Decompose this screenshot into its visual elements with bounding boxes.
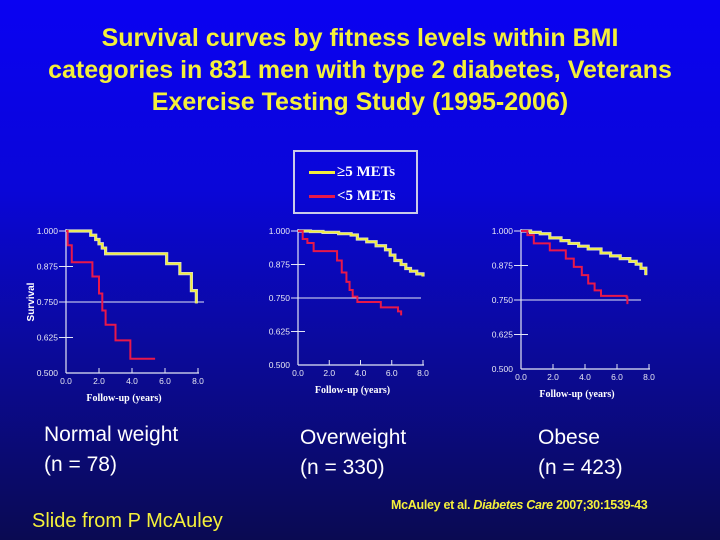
y-tick-label: 0.750 xyxy=(492,295,514,305)
chart-overweight: 0.500 0.625 0.750 0.875 1.000 0.0 2.0 4.0 6.0 8.0… xyxy=(269,226,429,396)
group-name: Overweight xyxy=(300,426,407,449)
series-line-unfit xyxy=(521,230,629,305)
x-axis-title: Follow-up (years) xyxy=(539,389,614,400)
y-tick-label: 0.875 xyxy=(269,260,291,270)
x-tick-label: 4.0 xyxy=(126,376,138,386)
chart-normal-weight: 0.500 0.625 0.750 0.875 1.000 0.0 2.0 4.0 6.0 8.0… xyxy=(26,226,204,404)
x-tick-label: 8.0 xyxy=(643,372,655,382)
slide-credit: Slide from P McAuley xyxy=(32,510,223,532)
y-tick-label: 0.500 xyxy=(37,368,59,378)
y-tick-label: 0.625 xyxy=(492,330,514,340)
group-normal-weight: Normal weight (n = 78) xyxy=(44,420,178,480)
y-tick-label: 0.625 xyxy=(269,327,291,337)
legend-label-fit: ≥5 METs xyxy=(337,164,396,180)
citation: McAuley et al. Diabetes Care 2007;30:153… xyxy=(391,498,648,512)
x-axis-title: Follow-up (years) xyxy=(315,385,390,396)
y-tick-label: 1.000 xyxy=(37,226,59,236)
x-tick-label: 8.0 xyxy=(192,376,204,386)
y-tick-label: 0.750 xyxy=(269,293,291,303)
group-n: (n = 330) xyxy=(300,456,385,479)
group-obese: Obese (n = 423) xyxy=(538,423,623,483)
title-line-2: categories in 831 men with type 2 diabet… xyxy=(48,56,672,84)
legend-swatch-unfit xyxy=(309,195,335,198)
x-tick-label: 0.0 xyxy=(515,372,527,382)
group-n: (n = 78) xyxy=(44,453,117,476)
y-tick-label: 0.875 xyxy=(492,261,514,271)
citation-journal: Diabetes Care xyxy=(473,498,553,512)
series-line-unfit xyxy=(66,230,156,360)
y-tick-label: 1.000 xyxy=(492,226,514,236)
y-axis-title: Survival xyxy=(26,282,37,321)
chart-legend: ≥5 METs <5 METs xyxy=(293,150,418,214)
group-name: Obese xyxy=(538,426,600,449)
series-line-fit xyxy=(66,230,198,304)
y-tick-label: 0.500 xyxy=(492,364,514,374)
x-tick-label: 2.0 xyxy=(93,376,105,386)
group-overweight: Overweight (n = 330) xyxy=(300,423,406,483)
series-line-halo xyxy=(521,229,648,276)
legend-swatch-fit xyxy=(309,171,335,174)
slide-title: Survival curves by fitness levels within… xyxy=(0,22,720,118)
legend-item-unfit: <5 METs xyxy=(309,188,395,205)
citation-authors: McAuley et al. xyxy=(391,498,474,512)
x-tick-label: 6.0 xyxy=(386,368,398,378)
x-tick-label: 0.0 xyxy=(292,368,304,378)
title-line-3: Exercise Testing Study (1995-2006) xyxy=(151,88,569,116)
chart-obese: 0.500 0.625 0.750 0.875 1.000 0.0 2.0 4.0 6.0 8.0… xyxy=(492,226,655,400)
x-tick-label: 2.0 xyxy=(547,372,559,382)
y-tick-label: 1.000 xyxy=(269,226,291,236)
series-line-fit xyxy=(298,230,424,277)
x-tick-label: 6.0 xyxy=(159,376,171,386)
group-name: Normal weight xyxy=(44,423,179,446)
series-line-unfit xyxy=(298,230,403,316)
legend-label-unfit: <5 METs xyxy=(337,188,396,204)
series-line-halo xyxy=(66,229,198,304)
x-tick-label: 6.0 xyxy=(611,372,623,382)
y-tick-label: 0.500 xyxy=(269,360,291,370)
series-line-fit xyxy=(521,230,647,276)
x-axis-title: Follow-up (years) xyxy=(86,393,161,404)
citation-ref: 2007;30:1539-43 xyxy=(552,498,648,512)
x-tick-label: 0.0 xyxy=(60,376,72,386)
y-tick-label: 0.625 xyxy=(37,333,59,343)
x-tick-label: 8.0 xyxy=(417,368,429,378)
legend-item-fit: ≥5 METs xyxy=(309,164,395,181)
series-line-halo xyxy=(298,229,425,277)
y-tick-label: 0.875 xyxy=(37,262,59,272)
x-tick-label: 2.0 xyxy=(323,368,335,378)
y-tick-label: 0.750 xyxy=(37,297,59,307)
group-n: (n = 423) xyxy=(538,456,623,479)
title-line-1: Survival curves by fitness levels within… xyxy=(101,24,619,52)
x-tick-label: 4.0 xyxy=(355,368,367,378)
x-tick-label: 4.0 xyxy=(579,372,591,382)
